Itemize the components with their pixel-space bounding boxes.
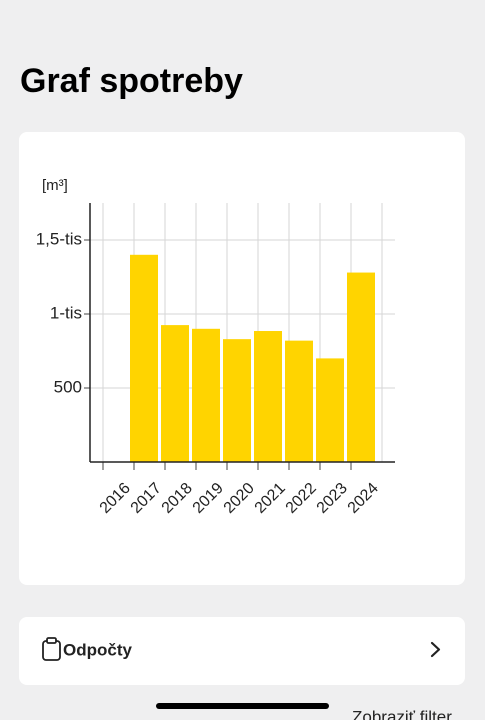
home-indicator [156,703,329,709]
y-tick-label: 1,5-tis [36,229,82,248]
chart: 5001-tis1,5-tis2016201720182019202020212… [36,203,395,517]
bar [347,272,375,462]
bar [130,254,158,462]
chevron [430,641,441,658]
bar [254,331,282,462]
page-title: Graf spotreby [20,62,243,100]
bar [223,339,251,462]
list-item-card[interactable] [19,617,465,685]
filter-link[interactable]: Zobraziť filter [352,707,452,720]
clipboard-icon [42,637,61,661]
y-tick-label: 1-tis [50,303,82,322]
y-tick-label: 500 [54,377,82,396]
bar [192,328,220,462]
list-item[interactable]: Odpočty [19,617,465,685]
bar [285,340,313,462]
bar [316,358,344,462]
bar [161,325,189,462]
list-item-label[interactable]: Odpočty [63,640,132,659]
unit-label: [m³] [42,177,68,194]
